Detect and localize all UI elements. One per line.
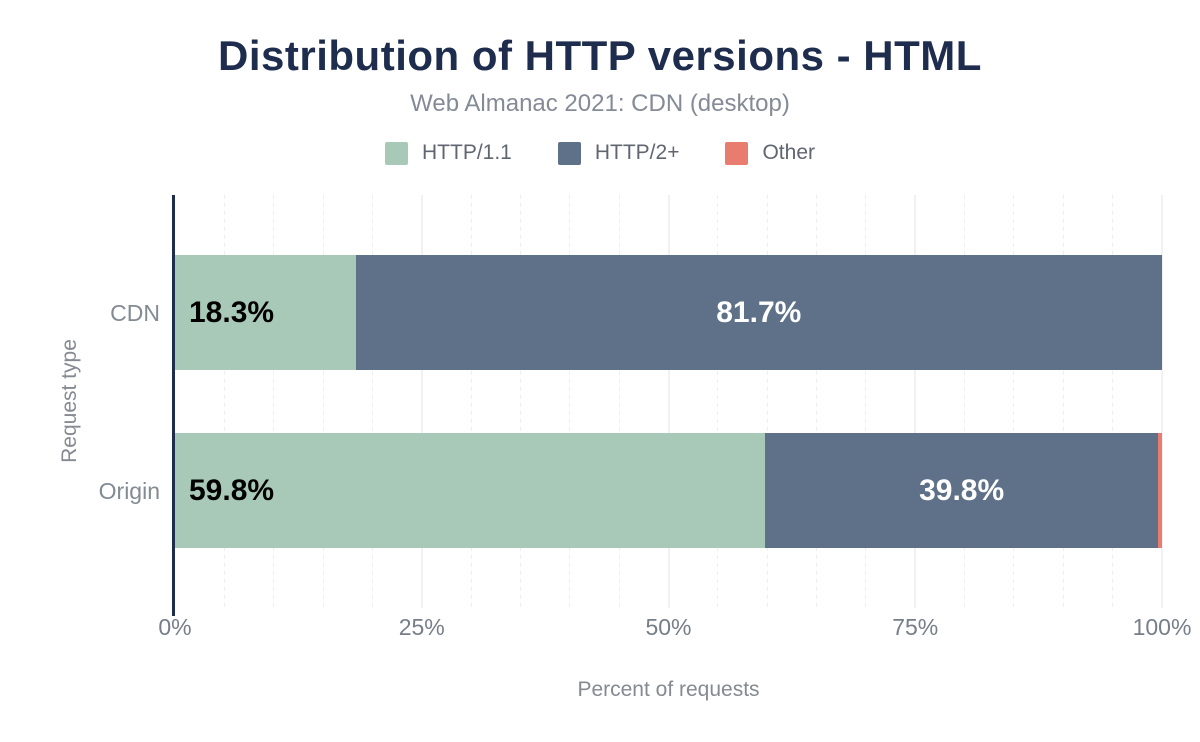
legend-item-http-2-: HTTP/2+ xyxy=(557,141,680,165)
major-gridline xyxy=(914,195,917,608)
minor-gridline xyxy=(1013,195,1015,608)
minor-gridline xyxy=(865,195,867,608)
x-tick-label-0: 0% xyxy=(158,614,192,640)
bar-segment-origin-http-2-: 39.8% xyxy=(765,433,1159,548)
legend-label: Other xyxy=(762,141,815,164)
y-axis-title: Request type xyxy=(58,339,81,463)
major-gridline xyxy=(1161,195,1163,608)
plot-area: 18.3% 81.7% 59.8% 39.8% xyxy=(175,195,1163,608)
legend-item-other: Other xyxy=(725,141,815,165)
chart-title: Distribution of HTTP versions - HTML xyxy=(218,32,982,79)
legend-swatch-icon xyxy=(385,141,408,165)
minor-gridline xyxy=(1112,195,1114,608)
bar-value-label: 81.7% xyxy=(716,295,802,329)
x-axis-title: Percent of requests xyxy=(577,678,760,701)
minor-gridline xyxy=(322,195,324,608)
category-label-origin: Origin xyxy=(98,477,160,504)
bar-segment-cdn-http-2-: 81.7% xyxy=(355,255,1162,370)
y-axis-line xyxy=(172,195,175,616)
bar-segment-cdn-http-1-1: 18.3% xyxy=(175,255,356,370)
x-tick-label-50: 50% xyxy=(645,614,692,640)
minor-gridline xyxy=(519,195,521,608)
minor-gridline xyxy=(371,195,373,608)
chart-subtitle: Web Almanac 2021: CDN (desktop) xyxy=(410,90,790,117)
legend-swatch-icon xyxy=(725,141,749,165)
legend-label: HTTP/1.1 xyxy=(422,141,512,164)
bar-row-origin: 59.8% 39.8% xyxy=(175,433,1162,548)
x-tick-label-100: 100% xyxy=(1132,614,1192,640)
legend-swatch-icon xyxy=(557,141,581,165)
bar-value-label: 18.3% xyxy=(189,295,275,329)
bar-row-cdn: 18.3% 81.7% xyxy=(175,255,1162,370)
category-label-cdn: CDN xyxy=(110,299,160,326)
x-tick-label-75: 75% xyxy=(892,614,939,640)
legend-label: HTTP/2+ xyxy=(594,141,680,164)
minor-gridline xyxy=(1062,195,1064,608)
bar-value-label: 59.8% xyxy=(189,473,275,507)
minor-gridline xyxy=(223,195,225,608)
legend-item-http-1-1: HTTP/1.1 xyxy=(385,141,512,165)
minor-gridline xyxy=(618,195,620,608)
minor-gridline xyxy=(273,195,275,608)
minor-gridline xyxy=(964,195,966,608)
bar-value-label: 39.8% xyxy=(919,473,1005,507)
x-tick-label-25: 25% xyxy=(398,614,445,640)
major-gridline xyxy=(667,195,670,608)
minor-gridline xyxy=(569,195,571,608)
major-gridline xyxy=(420,195,423,608)
legend: HTTP/1.1 HTTP/2+ Other xyxy=(0,141,1200,165)
minor-gridline xyxy=(816,195,818,608)
minor-gridline xyxy=(470,195,472,608)
bar-segment-origin-other xyxy=(1158,433,1162,548)
bar-segment-origin-http-1-1: 59.8% xyxy=(175,433,766,548)
minor-gridline xyxy=(717,195,719,608)
minor-gridline xyxy=(766,195,768,608)
